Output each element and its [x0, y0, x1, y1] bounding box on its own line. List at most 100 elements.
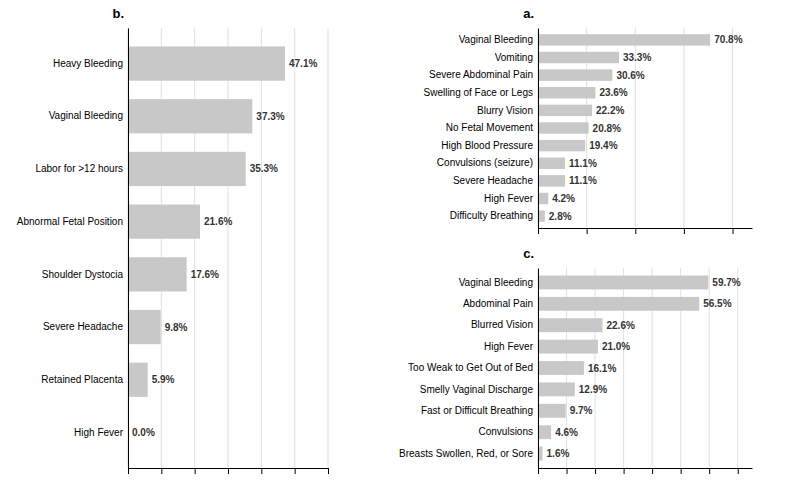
- bar: [538, 69, 612, 80]
- tick-label: Fast or Difficult Breathing: [421, 405, 533, 416]
- tick-label: Heavy Bleeding: [53, 58, 123, 69]
- data-label: 11.1%: [569, 158, 597, 169]
- tick: [709, 468, 710, 474]
- data-label: 1.6%: [547, 448, 570, 459]
- data-label: 20.8%: [593, 123, 621, 134]
- panel: Vaginal Bleeding Abdominal Pain Blurred Vi…: [399, 246, 752, 474]
- tick-mark: [538, 468, 539, 474]
- x-axis: [539, 468, 753, 474]
- tick: [733, 228, 734, 234]
- data-label: 33.3%: [623, 52, 651, 63]
- data-labels: 70.8%33.3%30.6%23.6%22.2%20.8%19.4%11.1%…: [549, 34, 743, 221]
- tick: Abdominal Pain: [463, 298, 533, 309]
- x-axis: [129, 468, 329, 474]
- tick: [652, 468, 653, 474]
- tick-label: Smelly Vaginal Discharge: [420, 384, 534, 395]
- tick: Fast or Difficult Breathing: [421, 405, 533, 416]
- tick: Vaginal Bleeding: [49, 110, 123, 121]
- tick: High Blood Pressure: [441, 140, 533, 151]
- data-labels: 59.7%56.5%22.6%21.0%16.1%12.9%9.7%4.6%1.…: [547, 277, 741, 459]
- tick-mark: [195, 468, 196, 474]
- tick: Convulsions: [479, 426, 533, 437]
- data-label: 12.9%: [579, 384, 607, 395]
- bar: [538, 297, 699, 311]
- tick-label: Severe Headache: [43, 321, 123, 332]
- tick-mark: [652, 468, 653, 474]
- tick: [538, 468, 539, 474]
- tick-label: Severe Headache: [453, 175, 533, 186]
- grid-line: [328, 28, 329, 468]
- tick: Severe Headache: [43, 321, 123, 332]
- data-label: 56.5%: [703, 298, 731, 309]
- bar: [538, 425, 551, 439]
- grid-line: [228, 28, 229, 468]
- bar: [538, 140, 585, 151]
- tick-mark: [538, 228, 539, 234]
- y-axis: Heavy BleedingVaginal BleedingLabor for …: [17, 29, 129, 469]
- bar: [128, 310, 161, 344]
- bar: [538, 340, 598, 354]
- tick-mark: [733, 228, 734, 234]
- tick-label: Too Weak to Get Out of Bed: [408, 362, 533, 373]
- tick-mark: [684, 228, 685, 234]
- tick: [635, 228, 636, 234]
- grid: [128, 28, 328, 468]
- title: c.: [523, 246, 534, 261]
- bar: [538, 87, 595, 98]
- grid-line: [538, 268, 539, 468]
- tick-mark: [587, 228, 588, 234]
- grid-line: [161, 28, 162, 468]
- tick-label: Vomiting: [495, 52, 533, 63]
- tick-mark: [709, 468, 710, 474]
- panel: Heavy BleedingVaginal BleedingLabor for …: [17, 6, 329, 474]
- tick-label: Difficulty Breathing: [450, 210, 533, 221]
- data-label: 21.6%: [204, 216, 232, 227]
- tick: [328, 468, 329, 474]
- tick-label: Severe Abdominal Pain: [429, 69, 533, 80]
- tick-label: Swelling of Face or Legs: [423, 87, 533, 98]
- tick: Heavy Bleeding: [53, 58, 123, 69]
- tick-mark: [128, 468, 129, 474]
- axis-line: [538, 29, 539, 229]
- bar: [538, 361, 584, 375]
- data-label: 22.6%: [606, 320, 634, 331]
- tick-label: Abnormal Fetal Position: [17, 216, 123, 227]
- tick-mark: [567, 468, 568, 474]
- bar: [128, 205, 200, 239]
- tick: [195, 468, 196, 474]
- tick: [295, 468, 296, 474]
- bar: [538, 210, 545, 221]
- tick-label: Retained Placenta: [41, 374, 123, 385]
- tick-label: Blurred Vision: [471, 319, 533, 330]
- bar: [538, 175, 565, 186]
- title: a.: [523, 6, 534, 21]
- tick-mark: [635, 228, 636, 234]
- tick-label: Convulsions: [479, 426, 533, 437]
- tick-mark: [595, 468, 596, 474]
- data-label: 17.6%: [191, 269, 219, 280]
- axis-line: [128, 29, 129, 469]
- tick-label: High Fever: [484, 341, 534, 352]
- bar: [128, 363, 148, 397]
- data-label: 30.6%: [616, 70, 644, 81]
- tick: Breasts Swollen, Red, or Sore: [399, 448, 533, 459]
- tick: [681, 468, 682, 474]
- tick: Vaginal Bleeding: [459, 277, 533, 288]
- bar: [538, 105, 592, 116]
- tick: [538, 228, 539, 234]
- figure: Vaginal Bleeding Vomiting Severe Abdominal…: [0, 0, 800, 480]
- tick-label: Shoulder Dystocia: [42, 269, 124, 280]
- data-label: 47.1%: [289, 58, 317, 69]
- tick-mark: [295, 468, 296, 474]
- data-label: 59.7%: [712, 277, 740, 288]
- tick: High Fever: [484, 193, 534, 204]
- tick: High Fever: [484, 341, 534, 352]
- grid: [538, 268, 738, 468]
- data-label: 9.7%: [570, 405, 593, 416]
- tick: Vomiting: [495, 52, 533, 63]
- tick: High Fever: [74, 427, 124, 438]
- tick: [595, 468, 596, 474]
- tick: [161, 468, 162, 474]
- bar: [538, 275, 708, 289]
- tick: Smelly Vaginal Discharge: [420, 384, 534, 395]
